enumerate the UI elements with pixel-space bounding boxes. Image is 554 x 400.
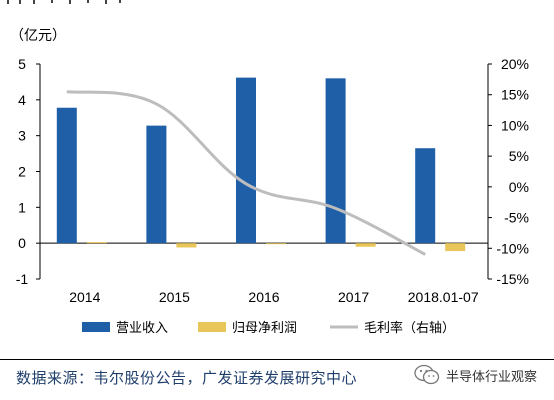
footer-rule-top: [0, 359, 554, 360]
category-label: 2018.01-07: [408, 289, 479, 305]
watermark: 半导体行业观察: [414, 364, 537, 386]
left-axis-ticks: -1 0 1 2 3 4 5: [16, 56, 40, 287]
right-tick-label: -5%: [504, 210, 529, 226]
legend-label-gross-margin: 毛利率（右轴）: [364, 320, 455, 336]
legend-label-net-profit: 归母净利润: [232, 321, 297, 336]
right-tick-label: -10%: [496, 240, 529, 256]
cropped-title-strip: [0, 0, 554, 6]
right-tick-label: 5%: [509, 148, 529, 164]
left-axis-unit-label: （亿元）: [10, 28, 66, 44]
bar-revenue: [415, 148, 436, 244]
watermark-text: 半导体行业观察: [446, 369, 538, 385]
category-labels: 2014 2015 2016 2017 2018.01-07: [69, 289, 479, 305]
legend-swatch-net-profit: [198, 322, 226, 332]
right-tick-label: -15%: [496, 271, 529, 287]
right-axis-ticks: -15% -10% -5% 0% 5% 10% 15% 20%: [488, 56, 529, 287]
right-tick-label: 10%: [501, 117, 529, 133]
bar-net-profit: [176, 243, 197, 248]
bar-revenue: [236, 77, 256, 244]
bar-revenue: [146, 125, 167, 244]
legend-swatch-revenue: [82, 322, 110, 332]
left-tick-label: 3: [18, 128, 26, 144]
bar-revenue: [325, 78, 346, 244]
left-tick-label: 4: [18, 92, 26, 108]
legend-label-revenue: 营业收入: [116, 321, 168, 336]
bar-net-profit: [355, 243, 376, 247]
bar-net-profit: [86, 242, 107, 244]
left-tick-label: 1: [18, 199, 26, 215]
line-gross-margin: [66, 90, 426, 256]
right-tick-label: 0%: [509, 179, 529, 195]
right-tick-label: 15%: [501, 87, 529, 103]
left-tick-label: 5: [18, 56, 26, 72]
bar-net-profit: [266, 243, 286, 245]
line-layer: [66, 90, 426, 256]
right-tick-label: 20%: [501, 56, 529, 72]
category-label: 2015: [159, 289, 190, 305]
bar-revenue: [56, 107, 77, 244]
category-label: 2014: [69, 289, 100, 305]
left-tick-label: 0: [18, 235, 26, 251]
left-tick-label: 2: [18, 164, 26, 180]
category-label: 2016: [248, 289, 279, 305]
wechat-icon: [414, 364, 440, 385]
source-note: 数据来源：韦尔股份公告，广发证券发展研究中心: [16, 369, 358, 387]
left-tick-label: -1: [16, 271, 29, 287]
bar-net-profit: [445, 243, 466, 252]
legend: 营业收入 归母净利润 毛利率（右轴）: [82, 320, 455, 336]
bars-layer: [56, 77, 466, 252]
category-label: 2017: [338, 289, 369, 305]
